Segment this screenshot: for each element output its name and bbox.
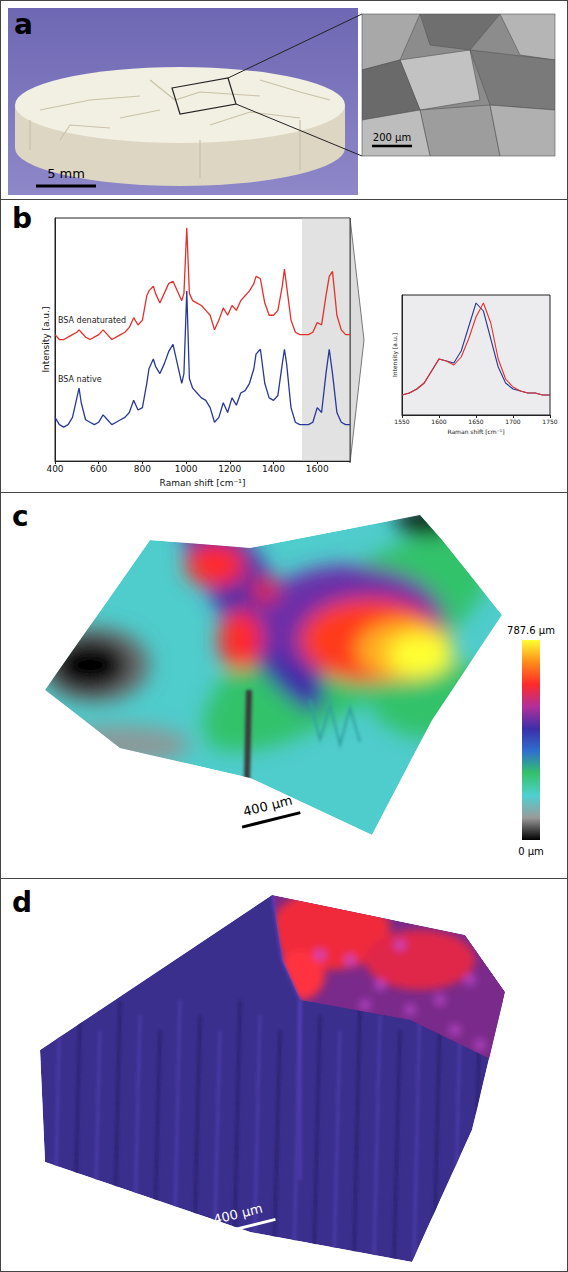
- svg-text:BSA denaturated: BSA denaturated: [58, 316, 126, 325]
- svg-text:a: a: [14, 8, 33, 41]
- svg-text:1600: 1600: [306, 464, 329, 474]
- svg-text:1550: 1550: [394, 418, 409, 425]
- svg-text:1200: 1200: [218, 464, 241, 474]
- svg-text:Intensity [a.u.]: Intensity [a.u.]: [391, 333, 399, 377]
- svg-text:1000: 1000: [175, 464, 198, 474]
- svg-text:1650: 1650: [468, 418, 483, 425]
- svg-text:1400: 1400: [262, 464, 285, 474]
- svg-text:400 µm: 400 µm: [242, 792, 294, 819]
- svg-text:5 mm: 5 mm: [47, 166, 85, 181]
- svg-text:200 µm: 200 µm: [373, 132, 411, 143]
- svg-text:BSA native: BSA native: [58, 375, 102, 384]
- svg-text:400: 400: [46, 464, 63, 474]
- svg-text:c: c: [12, 500, 29, 533]
- svg-text:400 µm: 400 µm: [212, 1200, 264, 1227]
- svg-text:1600: 1600: [431, 418, 446, 425]
- svg-text:1700: 1700: [505, 418, 520, 425]
- svg-text:800: 800: [134, 464, 151, 474]
- svg-text:0 µm: 0 µm: [518, 846, 544, 857]
- svg-text:1750: 1750: [542, 418, 557, 425]
- svg-text:Intensity [a.u.]: Intensity [a.u.]: [41, 307, 51, 373]
- svg-text:Raman shift [cm⁻¹]: Raman shift [cm⁻¹]: [447, 428, 504, 435]
- svg-text:Raman shift [cm⁻¹]: Raman shift [cm⁻¹]: [160, 478, 246, 488]
- svg-text:b: b: [12, 202, 32, 235]
- svg-text:787.6 µm: 787.6 µm: [507, 625, 555, 636]
- svg-text:600: 600: [90, 464, 107, 474]
- svg-text:d: d: [12, 886, 32, 919]
